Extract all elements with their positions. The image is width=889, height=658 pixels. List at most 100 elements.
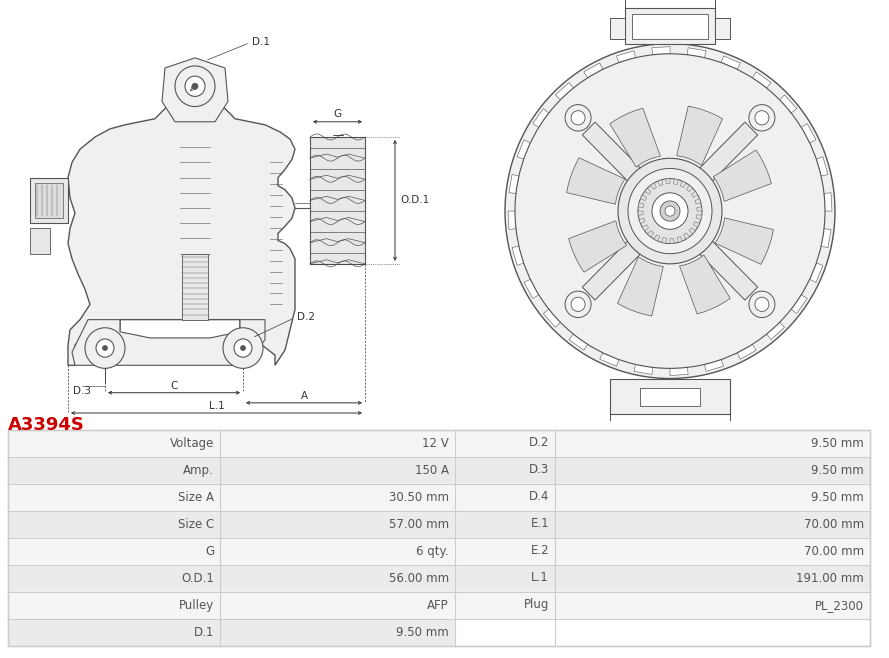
Polygon shape bbox=[824, 193, 832, 211]
Polygon shape bbox=[651, 183, 656, 190]
Polygon shape bbox=[543, 309, 560, 327]
Bar bbox=[625, 8, 715, 43]
Polygon shape bbox=[556, 82, 573, 100]
Polygon shape bbox=[517, 139, 531, 159]
Text: PL_2300: PL_2300 bbox=[815, 599, 864, 612]
Text: D.4: D.4 bbox=[529, 490, 549, 503]
Text: D.2: D.2 bbox=[297, 312, 315, 322]
Bar bbox=[455, 457, 870, 484]
Circle shape bbox=[515, 54, 825, 368]
Polygon shape bbox=[566, 158, 625, 204]
Polygon shape bbox=[645, 188, 651, 194]
Bar bbox=[715, 18, 730, 39]
Polygon shape bbox=[654, 235, 660, 241]
Polygon shape bbox=[752, 72, 771, 88]
Text: A: A bbox=[300, 391, 308, 401]
Polygon shape bbox=[721, 56, 741, 69]
Polygon shape bbox=[801, 124, 816, 143]
Text: D.3: D.3 bbox=[529, 463, 549, 476]
Text: D.1: D.1 bbox=[252, 37, 270, 47]
Text: L.1: L.1 bbox=[532, 571, 549, 584]
Circle shape bbox=[749, 291, 775, 318]
Circle shape bbox=[755, 111, 769, 125]
Polygon shape bbox=[685, 122, 757, 196]
Text: G: G bbox=[204, 545, 214, 558]
Bar bbox=[632, 14, 708, 39]
Polygon shape bbox=[638, 203, 644, 207]
Polygon shape bbox=[695, 199, 701, 204]
Text: Pulley: Pulley bbox=[179, 599, 214, 612]
Polygon shape bbox=[684, 233, 690, 240]
Polygon shape bbox=[692, 191, 698, 197]
Polygon shape bbox=[791, 295, 807, 314]
Polygon shape bbox=[72, 320, 265, 365]
Bar bbox=[455, 511, 870, 538]
Circle shape bbox=[175, 66, 215, 107]
Bar bbox=[8, 430, 870, 646]
Polygon shape bbox=[780, 95, 797, 113]
Text: 9.50 mm: 9.50 mm bbox=[812, 437, 864, 450]
Circle shape bbox=[755, 297, 769, 311]
Polygon shape bbox=[810, 263, 823, 282]
Polygon shape bbox=[652, 47, 670, 55]
Bar bbox=[8, 592, 455, 619]
Bar bbox=[455, 565, 870, 592]
Polygon shape bbox=[68, 88, 295, 365]
Bar bbox=[455, 619, 870, 646]
Circle shape bbox=[102, 345, 108, 351]
Circle shape bbox=[652, 193, 688, 230]
Text: A3394S: A3394S bbox=[8, 416, 84, 434]
Circle shape bbox=[571, 111, 585, 125]
Circle shape bbox=[571, 297, 585, 311]
Circle shape bbox=[638, 178, 702, 243]
Text: 56.00 mm: 56.00 mm bbox=[388, 572, 449, 585]
Polygon shape bbox=[610, 108, 661, 167]
Circle shape bbox=[223, 328, 263, 368]
Polygon shape bbox=[685, 226, 757, 300]
Text: AFP: AFP bbox=[428, 599, 449, 612]
Bar bbox=[8, 457, 455, 484]
Polygon shape bbox=[715, 218, 773, 265]
Polygon shape bbox=[677, 236, 682, 242]
Polygon shape bbox=[30, 178, 68, 223]
Polygon shape bbox=[704, 359, 724, 371]
Text: Plug: Plug bbox=[524, 598, 549, 611]
Text: 9.50 mm: 9.50 mm bbox=[812, 491, 864, 504]
Polygon shape bbox=[647, 230, 653, 237]
Polygon shape bbox=[674, 179, 678, 185]
Text: 70.00 mm: 70.00 mm bbox=[804, 518, 864, 531]
Text: 150 A: 150 A bbox=[415, 464, 449, 477]
Text: L.1: L.1 bbox=[209, 401, 224, 411]
Text: 30.50 mm: 30.50 mm bbox=[389, 491, 449, 504]
Polygon shape bbox=[713, 150, 772, 201]
Polygon shape bbox=[618, 257, 663, 316]
Polygon shape bbox=[638, 211, 644, 215]
Polygon shape bbox=[634, 365, 653, 374]
Bar bbox=[8, 511, 455, 538]
Polygon shape bbox=[310, 137, 365, 264]
Text: Size C: Size C bbox=[178, 518, 214, 531]
Circle shape bbox=[185, 76, 205, 97]
Polygon shape bbox=[512, 246, 524, 265]
Polygon shape bbox=[687, 48, 706, 58]
Circle shape bbox=[749, 105, 775, 131]
Polygon shape bbox=[508, 211, 516, 230]
Circle shape bbox=[565, 291, 591, 318]
Bar bbox=[610, 18, 625, 39]
Polygon shape bbox=[677, 106, 723, 165]
Text: 12 V: 12 V bbox=[422, 437, 449, 450]
Text: C: C bbox=[171, 381, 178, 391]
Bar bbox=[8, 538, 455, 565]
Bar bbox=[455, 430, 870, 457]
Polygon shape bbox=[658, 180, 663, 186]
Polygon shape bbox=[737, 344, 757, 359]
Text: E.2: E.2 bbox=[661, 432, 678, 442]
Bar bbox=[8, 565, 455, 592]
Polygon shape bbox=[569, 220, 627, 272]
Circle shape bbox=[96, 339, 114, 357]
Circle shape bbox=[618, 159, 722, 264]
Polygon shape bbox=[182, 254, 208, 320]
Polygon shape bbox=[680, 181, 686, 188]
Circle shape bbox=[565, 105, 591, 131]
Circle shape bbox=[628, 168, 712, 254]
